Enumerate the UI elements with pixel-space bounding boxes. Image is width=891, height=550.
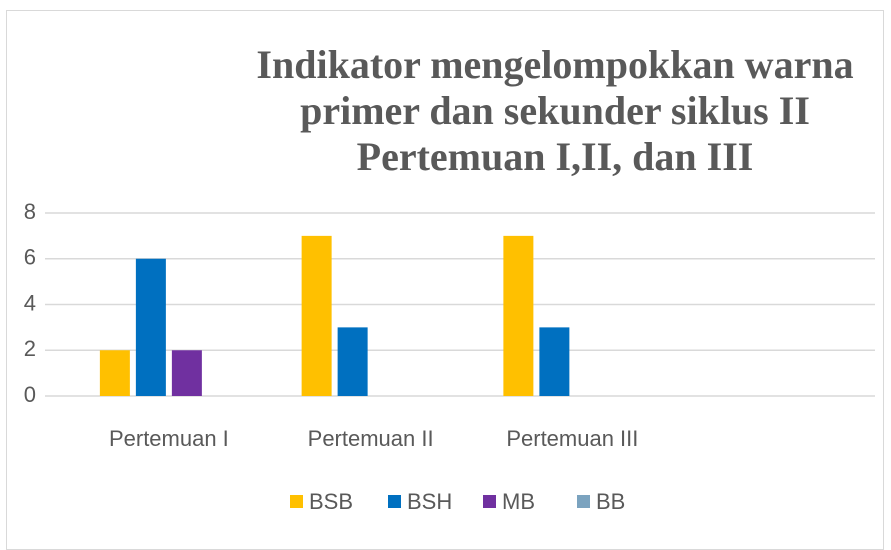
legend-swatch xyxy=(290,495,303,508)
legend-label: BSH xyxy=(407,489,452,514)
y-tick-label: 2 xyxy=(24,336,36,361)
y-tick-label: 0 xyxy=(24,382,36,407)
x-tick-label: Pertemuan III xyxy=(506,426,638,451)
bar xyxy=(503,235,534,396)
legend-label: BB xyxy=(596,489,625,514)
y-tick-label: 8 xyxy=(24,199,36,224)
chart: 0 2 4 6 8 Pertemuan I Pertemuan II Pertemuan II… xyxy=(24,199,875,514)
bar xyxy=(99,350,130,396)
bar xyxy=(135,258,166,396)
legend-label: BSB xyxy=(309,489,353,514)
y-tick-label: 6 xyxy=(24,245,36,270)
bar xyxy=(171,350,202,396)
legend-swatch xyxy=(577,495,590,508)
bar xyxy=(337,327,368,396)
bar xyxy=(539,327,570,396)
x-tick-label: Pertemuan II xyxy=(308,426,434,451)
x-tick-label: Pertemuan I xyxy=(109,426,229,451)
legend-swatch xyxy=(388,495,401,508)
y-tick-label: 4 xyxy=(24,290,36,315)
bar xyxy=(301,235,332,396)
chart-area: Indikator mengelompokkan warna primer da… xyxy=(6,10,884,550)
chart-title: Indikator mengelompokkan warna primer da… xyxy=(256,42,854,179)
legend-swatch xyxy=(483,495,496,508)
legend-label: MB xyxy=(502,489,535,514)
